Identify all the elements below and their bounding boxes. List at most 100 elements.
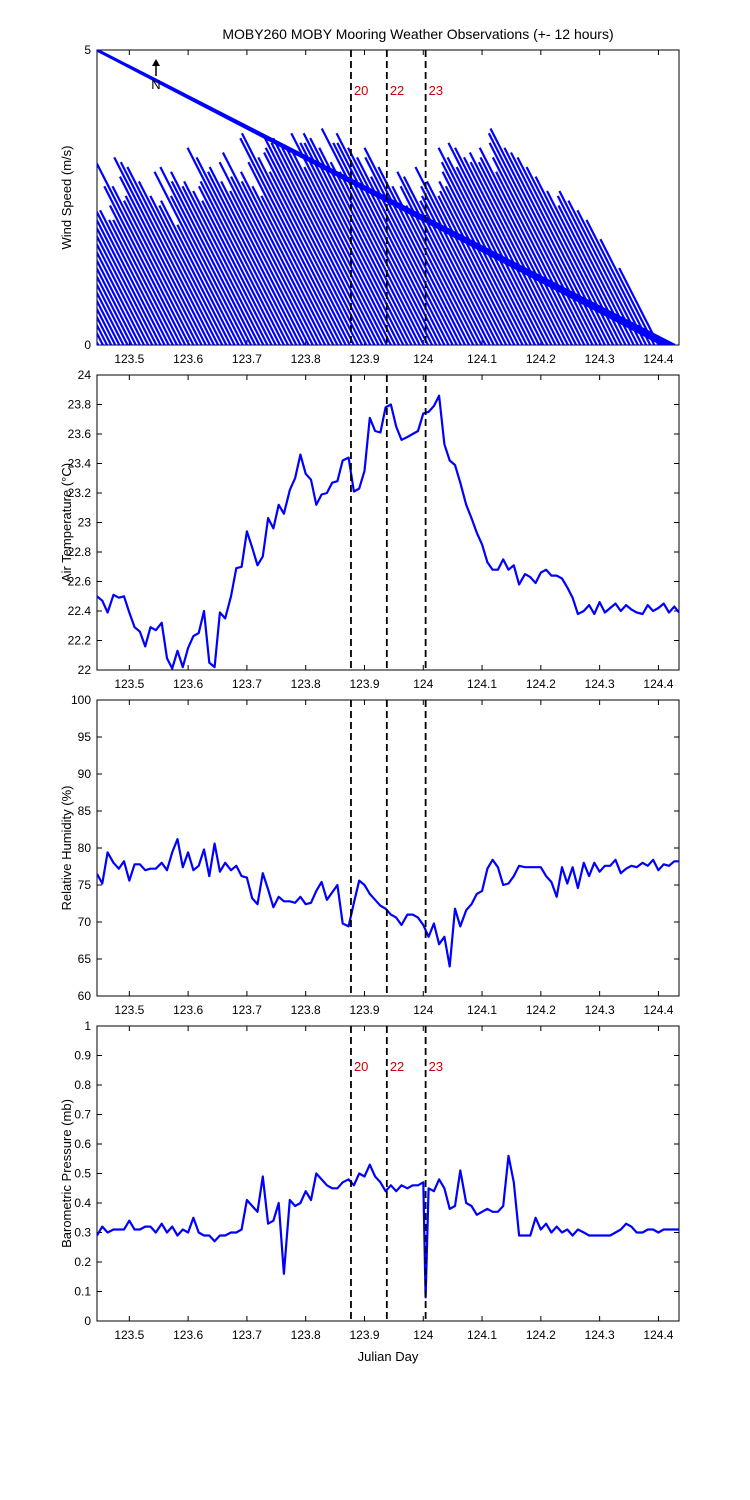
wind-stick [160,200,236,345]
wind-stick [338,171,429,345]
wind-stick [192,190,273,345]
wind-stick [525,166,619,345]
pressure-x-tick-label: 123.6 [173,1328,203,1342]
wind-y-tick-label: 0 [84,338,91,352]
air_temp-x-tick-label: 124.1 [467,677,497,691]
humidity-y-tick-label: 85 [78,804,92,818]
air_temp-y-tick-label: 23.2 [68,486,92,500]
air_temp-y-tick-label: 23.8 [68,398,92,412]
wind-stick [118,176,207,345]
wind-stick [149,195,228,345]
humidity-y-tick-label: 65 [78,952,92,966]
wind-stick [320,127,434,345]
wind-stick [99,209,170,345]
wind-stick [489,127,602,345]
wind-stick [510,152,611,345]
wind-stick [108,219,174,345]
air_temp-y-axis-label: Air Temperature (°C) [59,463,74,582]
wind-stick [181,185,265,345]
humidity-axes-frame [96,699,680,997]
wind-stick [402,176,491,345]
humidity-y-tick-label: 60 [78,989,92,1003]
pressure-y-tick-label: 0.7 [74,1108,91,1122]
wind-stick [487,132,598,345]
wind-stick [364,156,462,345]
air-temperature-panel: 123.5 123.6 123.7 123.8 123.9 124 124.1 124.2 12… [59,368,680,691]
air_temp-x-tick-label: 123.6 [173,677,203,691]
pressure-marker-label: 23 [429,1059,443,1074]
pressure-axes-frame [96,1025,680,1322]
wind-stick [240,132,351,345]
wind-stick [264,147,368,345]
wind-stick [97,340,100,345]
wind-stick [318,147,421,345]
humidity-y-tick-label: 95 [78,730,92,744]
wind-stick [439,190,520,345]
wind-stick [124,195,203,345]
wind-stick [272,137,380,345]
humidity-x-tick-label: 124 [413,1003,433,1017]
wind-stick [414,166,508,345]
wind-stick [441,171,532,345]
wind-x-tick-label: 123.8 [291,352,321,366]
wind-stick [239,137,347,345]
wind-stick [438,180,524,345]
wind-stick [97,234,154,345]
wind-stick [495,171,586,345]
wind-stick [281,147,384,345]
wind-stick [97,298,121,345]
wind-stick [309,137,417,345]
humidity-y-tick-label: 75 [78,878,92,892]
wind-stick [377,166,471,345]
air_temp-x-tick-label: 124.3 [585,677,615,691]
air_temp-data-layer [97,394,679,670]
wind-stick [257,156,355,345]
humidity-x-tick-label: 123.9 [349,1003,379,1017]
wind-stick [169,195,248,345]
humidity-y-tick-label: 70 [78,915,92,929]
wind-stick [585,219,652,345]
wind-axes-frame [96,49,680,346]
wind-stick [113,156,211,345]
wind-x-tick-label: 123.9 [349,352,379,366]
wind-stick [97,282,129,345]
humidity-x-tick-label: 123.7 [232,1003,262,1017]
wind-stick [97,161,191,345]
wind-x-tick-label: 123.6 [173,352,203,366]
pressure-y-tick-label: 0.1 [74,1285,91,1299]
pressure-y-axis-label: Barometric Pressure (mb) [59,1099,74,1248]
wind-stick [599,238,656,345]
air_temp-y-tick-label: 23 [78,516,92,530]
wind-stick [263,137,372,345]
wind-stick [207,171,298,345]
wind-stick [446,156,545,345]
wind-y-axis-label: Wind Speed (m/s) [59,145,74,249]
air_temp-x-tick-label: 123.5 [114,677,144,691]
wind-stick [260,195,339,345]
wind-stick [176,224,240,345]
wind-stick [97,209,166,345]
pressure-y-tick-label: 0.5 [74,1167,91,1181]
pressure-y-tick-label: 0 [84,1314,91,1328]
air_temp-y-tick-label: 22.4 [68,604,92,618]
wind-speed-panel: 123.5 123.6 123.7 123.8 123.9 124 124.1 124.2 12… [59,43,680,366]
wind-stick [97,331,104,345]
wind-stick [336,142,442,345]
humidity-x-tick-label: 123.6 [173,1003,203,1017]
wind-stick [576,209,648,345]
wind-stick [356,156,454,345]
wind-stick [420,195,499,345]
wind-stick [97,217,162,345]
wind-stick [444,185,528,345]
wind-stick [263,152,364,345]
air_temp-x-tick-label: 123.7 [232,677,262,691]
wind-stick [303,166,397,345]
humidity-x-tick-label: 123.5 [114,1003,144,1017]
wind-stick [247,161,343,345]
humidity-y-tick-label: 80 [78,841,92,855]
wind-stick [158,204,232,345]
wind-stick [239,171,331,345]
wind-stick [97,266,137,345]
pressure-y-tick-label: 0.2 [74,1255,91,1269]
air_temp-x-tick-label: 123.9 [349,677,379,691]
